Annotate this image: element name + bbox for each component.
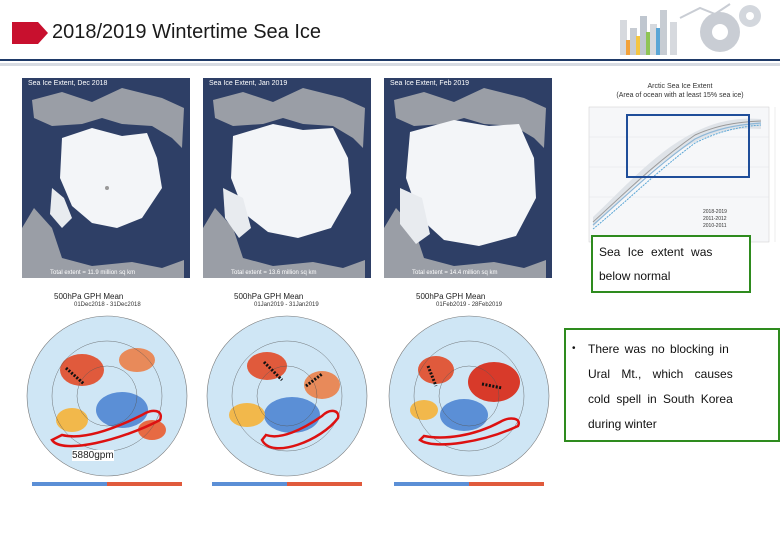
title-rule bbox=[0, 59, 780, 61]
gph-period: 01Jan2019 - 31Jan2019 bbox=[254, 302, 319, 308]
extent-chart-graphic bbox=[588, 106, 776, 243]
gph-map-jan: 500hPa GPH Mean 01Jan2019 - 31Jan2019 bbox=[202, 290, 372, 500]
chart-title-line2: (Area of ocean with at least 15% sea ice… bbox=[616, 92, 744, 99]
bullet-line-2: Ural Mt., which causes bbox=[588, 367, 733, 381]
chart-title-line1: Arctic Sea Ice Extent bbox=[647, 83, 713, 90]
arctic-extent-chart: Arctic Sea Ice Extent (Area of ocean wit… bbox=[565, 77, 780, 247]
bullet-line-4: during winter bbox=[588, 417, 657, 431]
page-title: 2018/2019 Wintertime Sea Ice bbox=[52, 21, 322, 43]
gph-map-graphic bbox=[384, 290, 554, 500]
map-footer: Total extent = 14.4 million sq km bbox=[412, 270, 498, 276]
title-rule-shadow bbox=[0, 63, 780, 66]
map-footer: Total extent = 13.6 million sq km bbox=[231, 270, 317, 276]
decorative-chart-gear-icon bbox=[620, 3, 761, 55]
legend-item: 2018-2019 bbox=[703, 209, 727, 215]
gph-period: 01Dec2018 - 31Dec2018 bbox=[74, 302, 141, 308]
sea-ice-map-dec: Sea Ice Extent, Dec 2018 Total extent = … bbox=[22, 78, 190, 278]
gph-map-dec: 500hPa GPH Mean 01Dec2018 - 31Dec2018 bbox=[22, 290, 192, 500]
sea-ice-map-graphic bbox=[22, 78, 190, 278]
sea-ice-note-box: Sea Ice extent was below normal bbox=[591, 235, 751, 293]
sea-ice-map-graphic bbox=[384, 78, 552, 278]
sea-ice-map-graphic bbox=[203, 78, 371, 278]
contour-label-5880: 5880gpm bbox=[72, 450, 114, 461]
map-header: Sea Ice Extent, Feb 2019 bbox=[390, 80, 469, 87]
note-line-1: Sea Ice extent was bbox=[599, 245, 713, 259]
map-header: Sea Ice Extent, Dec 2018 bbox=[28, 80, 108, 87]
note-line-2: below normal bbox=[599, 269, 671, 283]
blocking-explanation-box: • There was no blocking in Ural Mt., whi… bbox=[564, 328, 780, 442]
map-header: Sea Ice Extent, Jan 2019 bbox=[209, 80, 288, 87]
chart-legend: 2018-2019 2011-2012 2010-2011 bbox=[703, 209, 727, 230]
sea-ice-map-jan: Sea Ice Extent, Jan 2019 Total extent = … bbox=[203, 78, 371, 278]
gph-header: 500hPa GPH Mean bbox=[234, 292, 304, 301]
map-footer: Total extent = 11.9 million sq km bbox=[50, 270, 136, 276]
gph-map-feb: 500hPa GPH Mean 01Feb2019 - 28Feb2019 bbox=[384, 290, 554, 500]
title-marker-icon bbox=[12, 22, 48, 44]
title-bar: 2018/2019 Wintertime Sea Ice bbox=[0, 0, 780, 66]
bullet-line-3: cold spell in South Korea bbox=[588, 392, 733, 406]
sea-ice-map-feb: Sea Ice Extent, Feb 2019 Total extent = … bbox=[384, 78, 552, 278]
chart-title: Arctic Sea Ice Extent (Area of ocean wit… bbox=[605, 82, 755, 100]
legend-item: 2010-2011 bbox=[703, 223, 727, 229]
gph-map-graphic bbox=[22, 290, 192, 500]
gph-map-graphic bbox=[202, 290, 372, 500]
bullet-marker: • bbox=[572, 343, 576, 354]
legend-item: 2011-2012 bbox=[703, 216, 727, 222]
gph-header: 500hPa GPH Mean bbox=[54, 292, 124, 301]
gph-header: 500hPa GPH Mean bbox=[416, 292, 486, 301]
bullet-line-1: There was no blocking in bbox=[588, 342, 729, 356]
gph-period: 01Feb2019 - 28Feb2019 bbox=[436, 302, 503, 308]
